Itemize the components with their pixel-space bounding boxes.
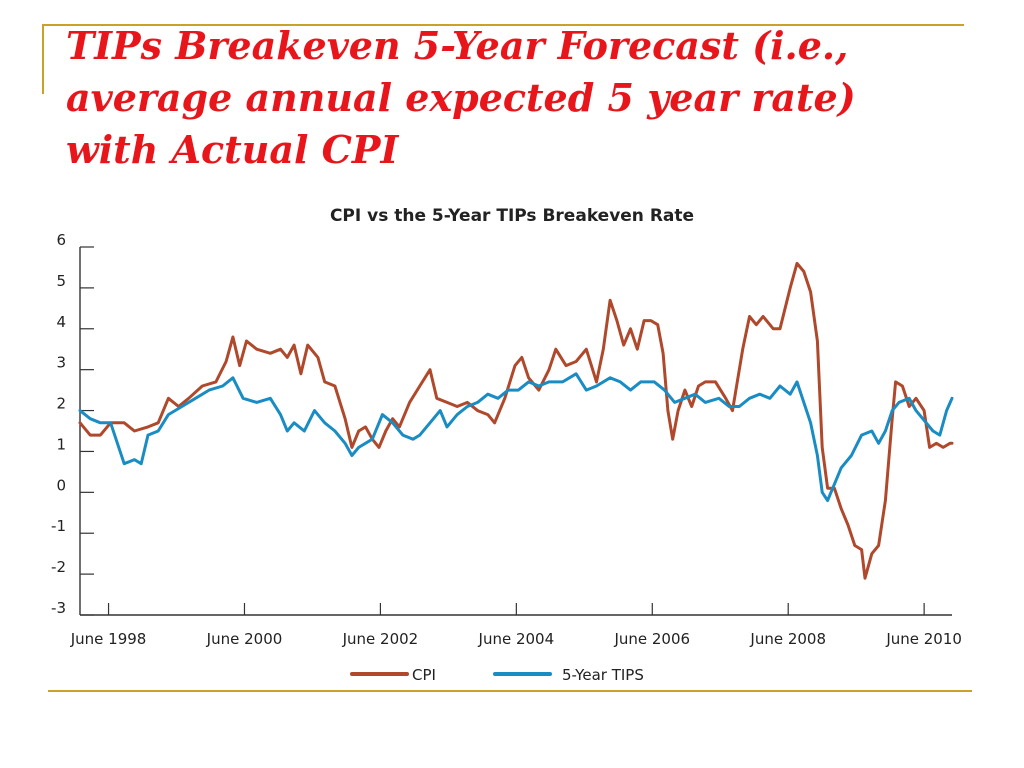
y-tick-label: 5 bbox=[56, 272, 66, 290]
legend-label-cpi: CPI bbox=[412, 666, 436, 684]
y-tick-label: 1 bbox=[56, 435, 66, 453]
series-line-tips bbox=[78, 372, 954, 502]
legend-label-tips: 5-Year TIPS bbox=[562, 666, 644, 684]
y-tick-label: 4 bbox=[56, 313, 66, 331]
y-tick-label: 0 bbox=[56, 476, 66, 494]
slide-title: TIPs Breakeven 5-Year Forecast (i.e., av… bbox=[66, 20, 966, 176]
slide-title-line-1: TIPs Breakeven 5-Year Forecast (i.e., bbox=[66, 23, 849, 68]
y-tick-label: -3 bbox=[51, 599, 66, 617]
x-tick-label: June 2000 bbox=[206, 630, 283, 648]
accent-line-top bbox=[42, 24, 964, 26]
y-tick-label: 2 bbox=[56, 395, 66, 413]
accent-line-left bbox=[42, 24, 44, 94]
y-tick-label: 6 bbox=[56, 231, 66, 249]
series-line-cpi bbox=[78, 261, 954, 580]
y-tick-label: -1 bbox=[51, 517, 66, 535]
y-tick-label: 3 bbox=[56, 354, 66, 372]
slide-title-line-3: with Actual CPI bbox=[66, 127, 399, 172]
x-tick-label: June 1998 bbox=[70, 630, 147, 648]
x-tick-label: June 2006 bbox=[613, 630, 690, 648]
x-tick-label: June 2008 bbox=[749, 630, 826, 648]
chart-title: CPI vs the 5-Year TIPs Breakeven Rate bbox=[330, 206, 694, 226]
x-tick-label: June 2004 bbox=[478, 630, 555, 648]
y-tick-label: -2 bbox=[51, 558, 66, 576]
slide-title-line-2: average annual expected 5 year rate) bbox=[66, 75, 856, 120]
x-tick-label: June 2002 bbox=[342, 630, 419, 648]
x-tick-label: June 2010 bbox=[885, 630, 962, 648]
accent-line-bottom bbox=[48, 690, 972, 692]
